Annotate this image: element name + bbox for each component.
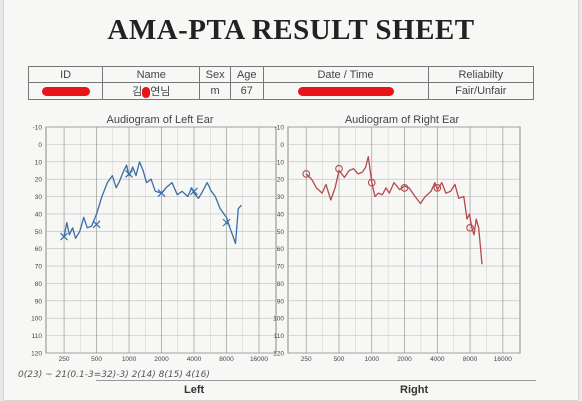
y-tick-label: 60 bbox=[277, 246, 285, 253]
reliability-value: Fair/Unfair bbox=[427, 82, 535, 100]
x-tick-label: 16000 bbox=[494, 356, 512, 363]
y-tick-label: -10 bbox=[33, 125, 43, 132]
x-marker-stroke bbox=[60, 232, 68, 241]
x-marker bbox=[157, 189, 166, 197]
y-tick-label: 100 bbox=[273, 316, 284, 323]
x-tick-label: 8000 bbox=[463, 356, 478, 363]
y-tick-label: 120 bbox=[31, 351, 42, 358]
y-tick-label: 100 bbox=[31, 316, 42, 323]
x-marker-stroke bbox=[157, 189, 166, 197]
bottom-table-border bbox=[96, 380, 536, 401]
y-tick-label: 10 bbox=[35, 159, 43, 166]
name-part-2: 연님 bbox=[150, 86, 171, 98]
date-time-redaction bbox=[297, 86, 394, 96]
o-marker bbox=[302, 170, 311, 178]
x-tick-label: 8000 bbox=[219, 356, 234, 363]
x-marker bbox=[92, 220, 101, 229]
x-tick-label: 500 bbox=[91, 356, 102, 363]
x-tick-label: 2000 bbox=[397, 356, 412, 363]
id-redaction bbox=[41, 86, 90, 96]
o-marker bbox=[433, 183, 442, 192]
y-tick-label: 110 bbox=[274, 333, 285, 340]
info-header-row: ID Name Sex Age Date / Time Reliabilty bbox=[27, 66, 535, 83]
header-reliability: Reliabilty bbox=[427, 66, 535, 83]
x-marker-stroke bbox=[125, 170, 133, 178]
x-marker-stroke bbox=[190, 187, 198, 196]
y-tick-label: 10 bbox=[277, 159, 285, 166]
bottom-left-label: Left bbox=[184, 384, 205, 396]
name-value-cell: 김 연님 bbox=[102, 82, 201, 100]
bottom-right-label: Right bbox=[400, 384, 429, 396]
info-value-row: 김 연님 m 67 Fair/Unfair bbox=[27, 82, 535, 100]
handwritten-note: 0(23) ~ 21(0.1-3=32)-3) 2(14) 8(15) 4(16… bbox=[18, 370, 210, 380]
sex-value: m bbox=[199, 82, 231, 100]
y-tick-label: 40 bbox=[277, 211, 285, 218]
x-marker bbox=[222, 218, 231, 227]
id-value-cell bbox=[27, 82, 104, 100]
series-line bbox=[63, 161, 242, 245]
x-marker bbox=[125, 170, 133, 178]
y-tick-label: 20 bbox=[35, 177, 43, 184]
x-tick-label: 4000 bbox=[187, 356, 202, 363]
y-tick-label: 0 bbox=[280, 142, 284, 149]
x-tick-label: 2000 bbox=[154, 356, 169, 363]
y-tick-label: 50 bbox=[277, 229, 285, 236]
y-tick-label: 80 bbox=[277, 281, 285, 288]
sheet-title: AMA-PTA RESULT SHEET bbox=[107, 14, 475, 46]
left-ear-chart-title: Audiogram of Left Ear bbox=[106, 114, 214, 126]
y-tick-label: 80 bbox=[35, 281, 43, 288]
y-tick-label: 110 bbox=[32, 333, 43, 340]
x-marker bbox=[60, 232, 68, 241]
o-marker bbox=[466, 223, 474, 232]
x-tick-label: 4000 bbox=[430, 356, 445, 363]
header-name: Name bbox=[102, 66, 201, 83]
y-tick-label: 0 bbox=[38, 142, 42, 149]
x-marker-stroke bbox=[92, 220, 101, 229]
o-marker bbox=[335, 164, 343, 173]
y-tick-label: 70 bbox=[277, 264, 285, 271]
patient-info-table: ID Name Sex Age Date / Time Reliabilty 김… bbox=[27, 66, 535, 100]
x-marker bbox=[190, 187, 198, 196]
y-tick-label: 30 bbox=[277, 194, 285, 201]
y-tick-label: 20 bbox=[277, 177, 285, 184]
y-tick-label: 30 bbox=[35, 194, 43, 201]
age-value: 67 bbox=[229, 82, 264, 100]
y-tick-label: 40 bbox=[35, 211, 43, 218]
left-ear-audiogram: -10 0 10 20 30 40 50 60 70 80 90 100 110 120 250 500 100… bbox=[31, 125, 277, 363]
name-part-1: 김 bbox=[132, 86, 143, 98]
x-tick-label: 16000 bbox=[250, 356, 268, 363]
x-tick-label: 500 bbox=[334, 356, 345, 363]
y-tick-label: 120 bbox=[273, 351, 284, 358]
x-tick-label: 1000 bbox=[122, 356, 137, 363]
y-tick-label: 60 bbox=[35, 246, 43, 253]
right-ear-audiogram: -10 0 10 20 30 40 50 60 70 80 90 100 110 120 250 500 100… bbox=[273, 125, 521, 363]
x-marker-stroke bbox=[222, 218, 231, 227]
y-tick-label: 50 bbox=[35, 229, 43, 236]
o-marker bbox=[400, 183, 409, 192]
right-ear-chart-title: Audiogram of Right Ear bbox=[344, 114, 460, 126]
y-tick-label: 70 bbox=[35, 264, 43, 271]
x-tick-label: 1000 bbox=[365, 356, 380, 363]
name-redaction bbox=[142, 86, 151, 98]
y-tick-label: 90 bbox=[277, 298, 285, 305]
x-tick-label: 250 bbox=[301, 356, 312, 363]
y-tick-label: 90 bbox=[35, 298, 43, 305]
x-tick-label: 250 bbox=[59, 356, 70, 363]
series-line bbox=[305, 155, 483, 265]
y-tick-label: -10 bbox=[275, 125, 285, 132]
o-marker bbox=[367, 178, 376, 187]
result-sheet: AMA-PTA RESULT SHEET ID Name Sex Age Dat… bbox=[4, 0, 578, 400]
